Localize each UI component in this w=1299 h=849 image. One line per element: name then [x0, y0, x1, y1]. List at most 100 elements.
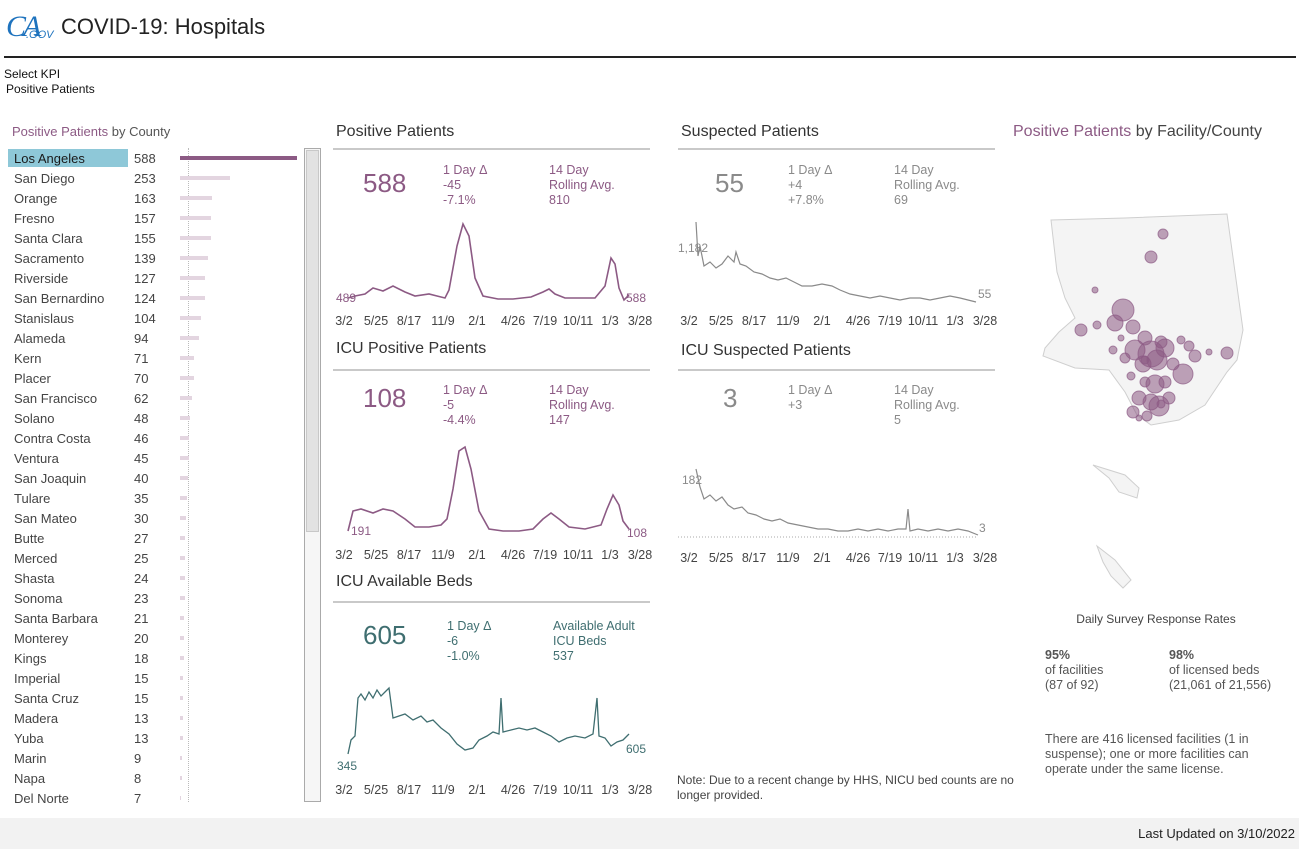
x-tick-label: 8/17 [396, 783, 422, 797]
county-bar [180, 176, 230, 180]
county-bar [180, 396, 192, 400]
x-tick-label: 10/11 [562, 783, 594, 797]
trend-line-chart[interactable] [333, 439, 650, 539]
trend-line-chart[interactable] [678, 439, 995, 539]
county-bar [180, 236, 211, 240]
county-name: Butte [14, 531, 45, 546]
facility-bubble[interactable] [1144, 250, 1158, 264]
county-row[interactable]: Santa Barbara 21 [8, 608, 303, 628]
county-row[interactable]: Napa 8 [8, 768, 303, 788]
facility-bubble[interactable] [1141, 410, 1153, 422]
county-bar [180, 696, 183, 700]
county-row[interactable]: Marin 9 [8, 748, 303, 768]
county-row[interactable]: Yuba 13 [8, 728, 303, 748]
county-name: San Mateo [14, 511, 77, 526]
x-axis-ticks: 3/2 5/25 8/17 11/9 2/1 4/26 7/19 10/11 1/3 3/28 [678, 551, 997, 567]
county-row[interactable]: Contra Costa 46 [8, 428, 303, 448]
county-row[interactable]: Stanislaus 104 [8, 308, 303, 328]
facility-bubble[interactable] [1126, 371, 1136, 381]
county-row[interactable]: Alameda 94 [8, 328, 303, 348]
facility-bubble[interactable] [1162, 391, 1176, 405]
county-row[interactable]: Santa Cruz 15 [8, 688, 303, 708]
facility-bubble[interactable] [1126, 405, 1140, 419]
county-row[interactable]: Orange 163 [8, 188, 303, 208]
selected-highlight [8, 149, 128, 167]
facility-bubble[interactable] [1125, 319, 1141, 335]
county-value: 163 [134, 191, 156, 206]
county-list-scrollbar[interactable] [304, 148, 321, 802]
county-row[interactable]: Los Angeles 588 [8, 148, 303, 168]
facility-bubble[interactable] [1172, 363, 1194, 385]
facility-bubble[interactable] [1156, 399, 1166, 409]
county-bar [180, 436, 189, 440]
x-tick-label: 4/26 [845, 314, 871, 328]
logo-ca-text: CA [6, 10, 41, 43]
facility-bubble[interactable] [1140, 355, 1150, 365]
county-value: 139 [134, 251, 156, 266]
county-value: 46 [134, 431, 149, 446]
x-tick-label: 1/3 [601, 548, 619, 562]
facility-bubble[interactable] [1074, 323, 1088, 337]
facility-bubble[interactable] [1135, 414, 1143, 422]
delta-label: 1 Day Δ [447, 619, 492, 633]
facility-bubble[interactable] [1092, 320, 1102, 330]
county-row[interactable]: Del Norte 7 [8, 788, 303, 808]
county-value: 48 [134, 411, 149, 426]
facility-bubble[interactable] [1157, 228, 1169, 240]
facility-bubble[interactable] [1146, 349, 1168, 371]
county-row[interactable]: Madera 13 [8, 708, 303, 728]
facility-bubble[interactable] [1158, 375, 1172, 389]
facility-bubble[interactable] [1220, 346, 1234, 360]
county-row[interactable]: Imperial 15 [8, 668, 303, 688]
trend-line-chart[interactable] [678, 216, 995, 306]
county-row[interactable]: Santa Clara 155 [8, 228, 303, 248]
county-row[interactable]: Sonoma 23 [8, 588, 303, 608]
county-row[interactable]: Ventura 45 [8, 448, 303, 468]
county-row[interactable]: San Bernardino 124 [8, 288, 303, 308]
county-row[interactable]: Riverside 127 [8, 268, 303, 288]
county-row[interactable]: Placer 70 [8, 368, 303, 388]
county-value: 9 [134, 751, 142, 766]
kpi-value: 588 [363, 168, 407, 198]
county-row[interactable]: Fresno 157 [8, 208, 303, 228]
trend-line-chart[interactable] [333, 680, 650, 760]
county-row[interactable]: San Diego 253 [8, 168, 303, 188]
x-tick-label: 5/25 [363, 783, 389, 797]
county-row[interactable]: San Joaquin 40 [8, 468, 303, 488]
facility-bubble[interactable] [1117, 334, 1125, 342]
facility-bubble[interactable] [1188, 349, 1202, 363]
county-row[interactable]: Butte 27 [8, 528, 303, 548]
facility-bubble[interactable] [1183, 340, 1195, 352]
map-title: Positive Patients by Facility/County [1013, 123, 1262, 141]
county-row[interactable]: San Mateo 30 [8, 508, 303, 528]
map-title-rest: by Facility/County [1131, 123, 1262, 140]
facility-bubble[interactable] [1176, 335, 1186, 345]
county-row[interactable]: Monterey 20 [8, 628, 303, 648]
x-tick-label: 10/11 [562, 314, 594, 328]
county-row[interactable]: Tulare 35 [8, 488, 303, 508]
kpi-selector[interactable]: Positive Patients [6, 82, 95, 96]
x-axis-ticks: 3/2 5/25 8/17 11/9 2/1 4/26 7/19 10/11 1/3 3/28 [333, 783, 652, 799]
facility-bubble[interactable] [1106, 314, 1124, 332]
county-row[interactable]: Solano 48 [8, 408, 303, 428]
facility-bubble[interactable] [1091, 286, 1099, 294]
facility-bubble[interactable] [1119, 352, 1131, 364]
x-tick-label: 1/3 [946, 551, 964, 565]
county-row[interactable]: Shasta 24 [8, 568, 303, 588]
trend-line-chart[interactable] [333, 216, 650, 306]
x-tick-label: 10/11 [562, 548, 594, 562]
facility-bubble[interactable] [1108, 345, 1118, 355]
one-day-delta: 1 Day Δ -45 -7.1% [443, 163, 487, 208]
county-name: Kings [14, 651, 47, 666]
county-row[interactable]: Kings 18 [8, 648, 303, 668]
survey-response-title: Daily Survey Response Rates [1076, 612, 1236, 626]
county-row[interactable]: Merced 25 [8, 548, 303, 568]
county-row[interactable]: Kern 71 [8, 348, 303, 368]
county-row[interactable]: Sacramento 139 [8, 248, 303, 268]
facility-map[interactable] [1005, 120, 1295, 600]
county-row[interactable]: San Francisco 62 [8, 388, 303, 408]
scrollbar-thumb[interactable] [306, 150, 319, 532]
ca-gov-logo[interactable]: CA .GOV [6, 10, 54, 44]
facility-bubble[interactable] [1205, 348, 1213, 356]
beds-count: (21,061 of 21,556) [1169, 678, 1272, 692]
